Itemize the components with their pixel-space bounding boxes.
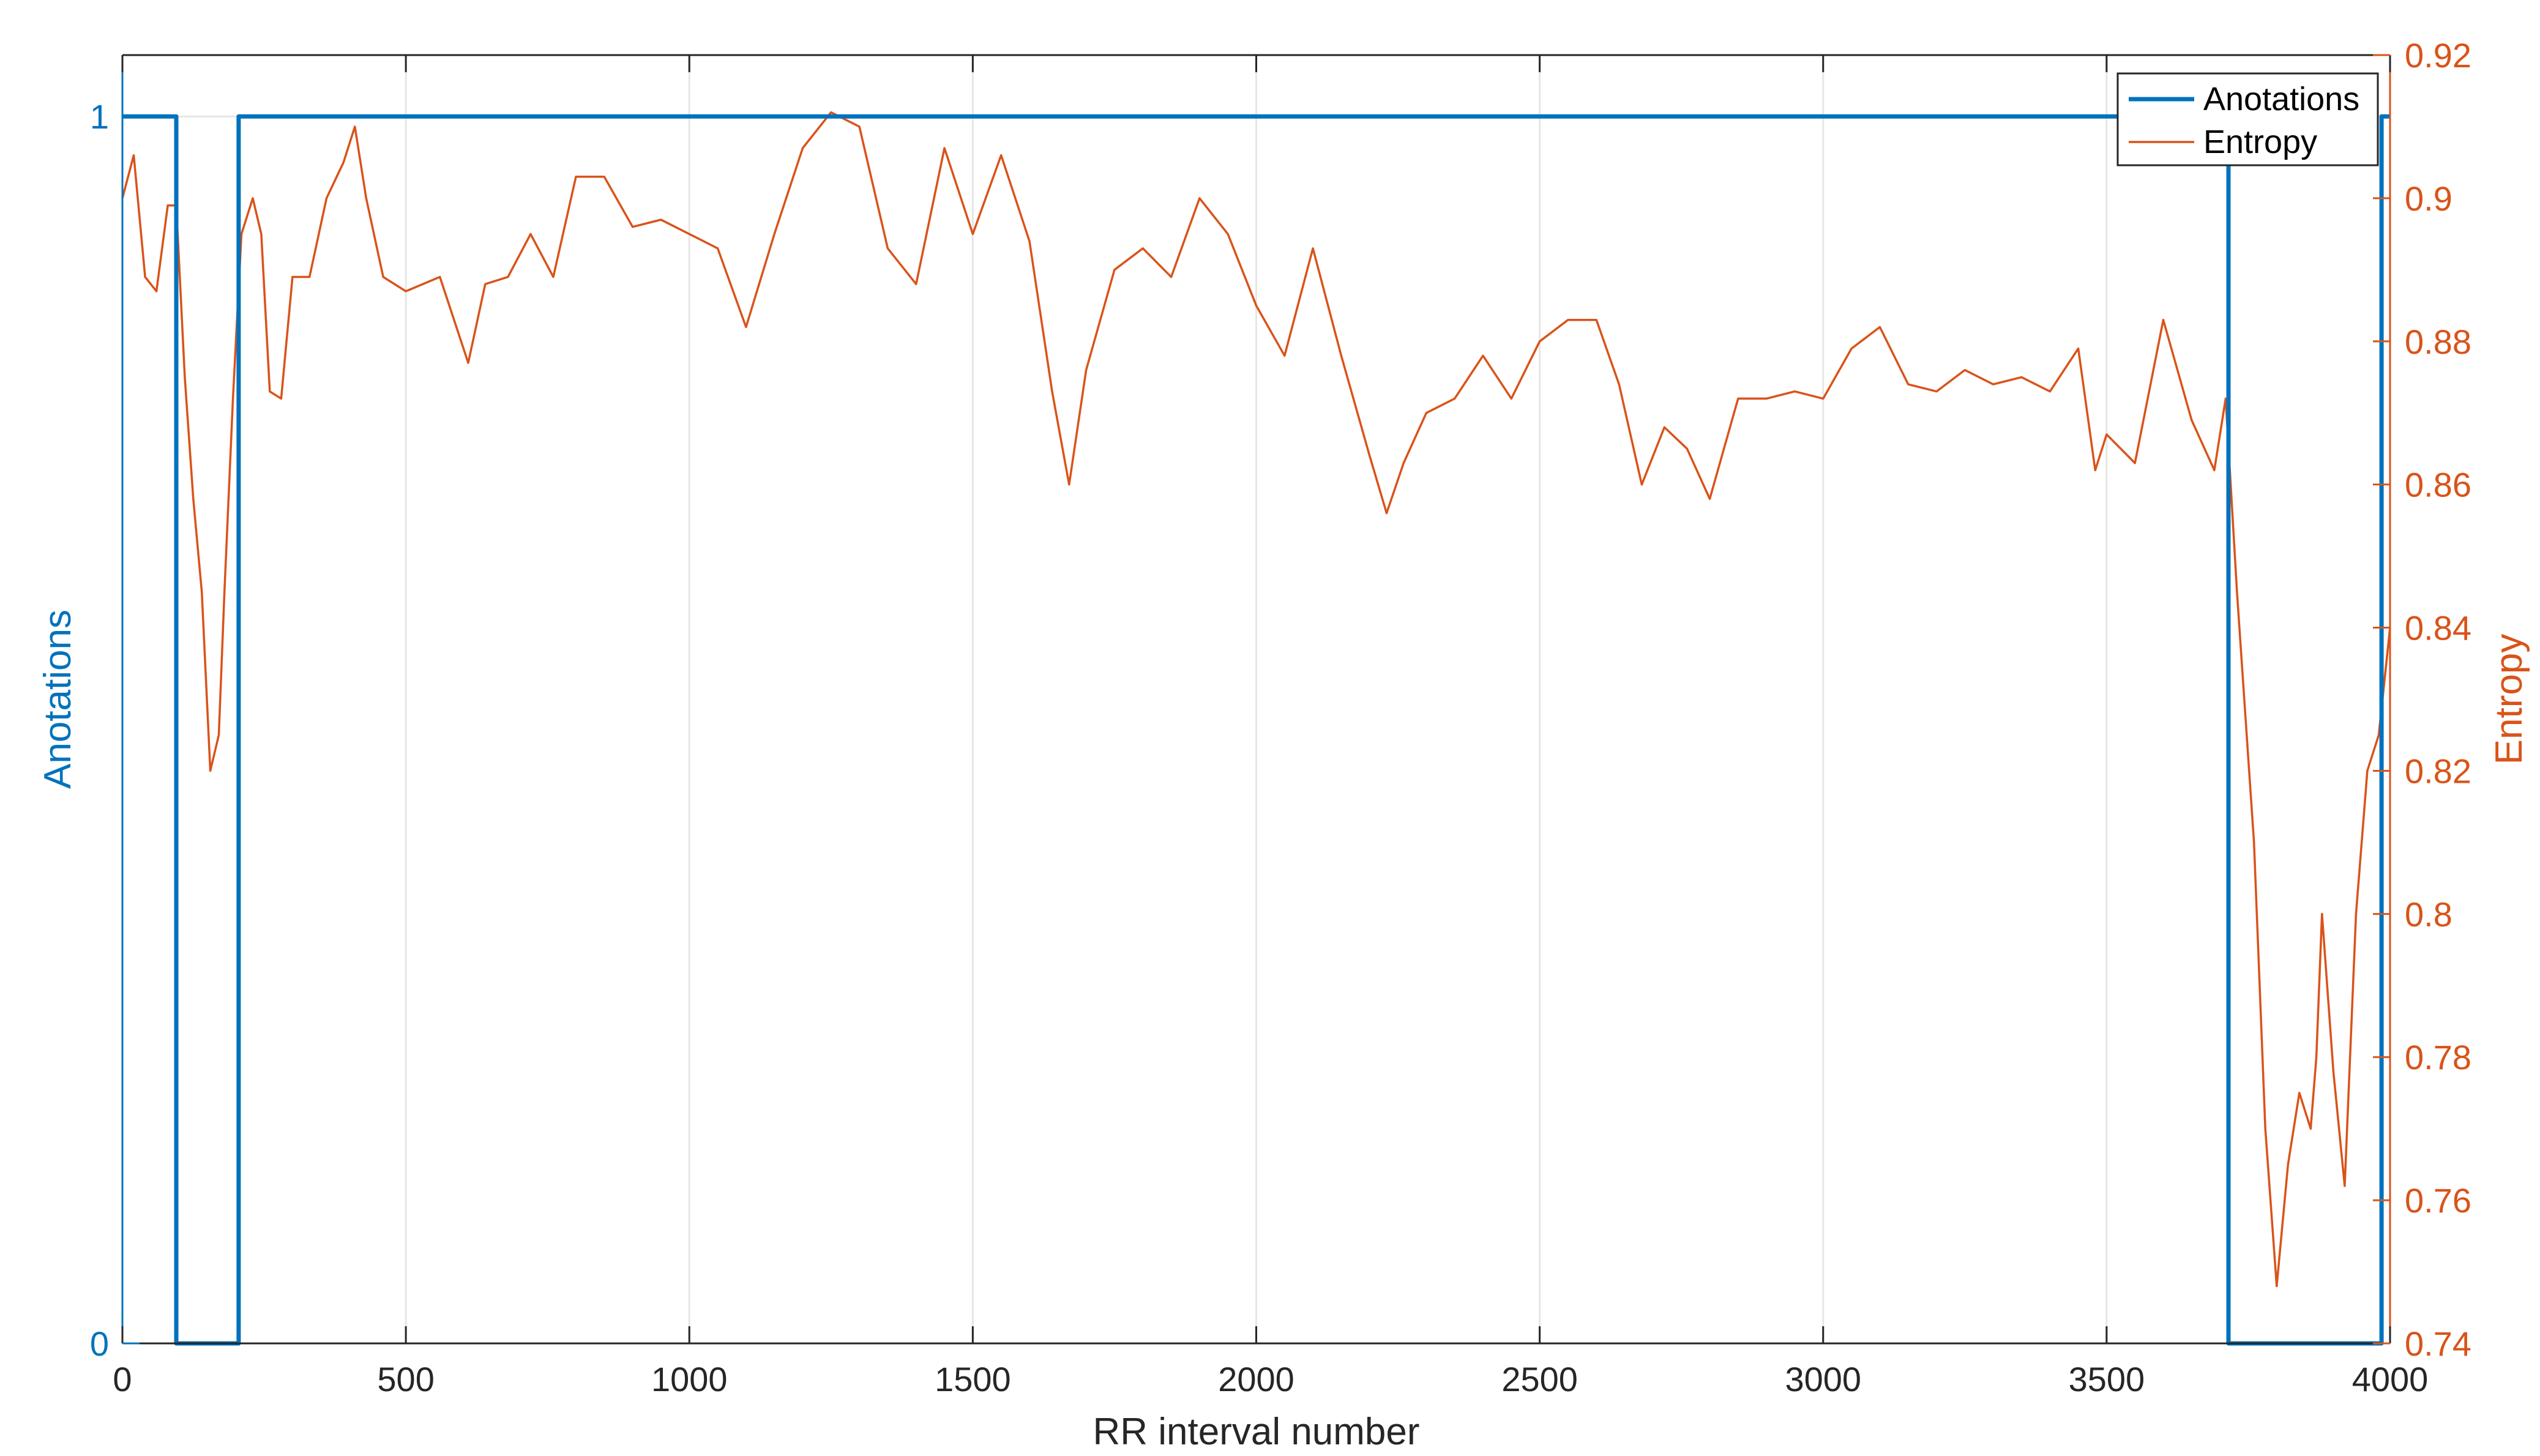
x-tick-label-3500: 3500 — [2069, 1360, 2145, 1398]
right-tick-label-0.82: 0.82 — [2405, 752, 2471, 790]
x-tick-label-3000: 3000 — [1785, 1360, 1861, 1398]
x-axis-ticks: 0 500 1000 1500 2000 2500 3000 3500 4000 — [113, 55, 2428, 1398]
right-tick-label-0.8: 0.8 — [2405, 895, 2452, 933]
right-tick-label-0.88: 0.88 — [2405, 323, 2471, 361]
x-tick-label-500: 500 — [377, 1360, 434, 1398]
right-tick-label-0.76: 0.76 — [2405, 1181, 2471, 1220]
series-line-anotations — [122, 114, 2390, 1346]
right-tick-label-0.86: 0.86 — [2405, 466, 2471, 504]
series-layer — [121, 111, 2391, 1346]
legend-box — [2116, 72, 2379, 166]
x-tick-label-2000: 2000 — [1218, 1360, 1294, 1398]
right-axis-ticks: 0.74 0.76 0.78 0.8 0.82 0.84 0.86 0.88 0.9 0.92 — [2373, 36, 2471, 1363]
x-tick-label-1000: 1000 — [651, 1360, 728, 1398]
left-axis-ticks: 01 — [90, 97, 140, 1363]
x-tick-label-2500: 2500 — [1501, 1360, 1578, 1398]
left-tick-label-1: 1 — [90, 97, 109, 136]
x-tick-label-1500: 1500 — [935, 1360, 1011, 1398]
right-tick-label-0.74: 0.74 — [2405, 1324, 2471, 1363]
series-line-entropy — [121, 111, 2391, 1288]
legend: Anotations Entropy — [2116, 72, 2379, 166]
legend-label-entropy: Entropy — [2203, 124, 2317, 160]
left-axis-label: Anotations — [37, 610, 79, 789]
right-tick-label-0.84: 0.84 — [2405, 609, 2471, 648]
x-axis-label: RR interval number — [1093, 1411, 1419, 1453]
legend-label-anotations: Anotations — [2203, 81, 2359, 118]
right-tick-label-0.78: 0.78 — [2405, 1038, 2471, 1077]
right-tick-label-0.9: 0.9 — [2405, 179, 2452, 218]
right-tick-label-0.92: 0.92 — [2405, 36, 2471, 75]
right-axis-label: Entropy — [2488, 634, 2530, 765]
x-tick-label-4000: 4000 — [2352, 1360, 2429, 1398]
x-tick-label-0: 0 — [113, 1360, 132, 1398]
left-tick-label-0: 0 — [90, 1324, 109, 1363]
